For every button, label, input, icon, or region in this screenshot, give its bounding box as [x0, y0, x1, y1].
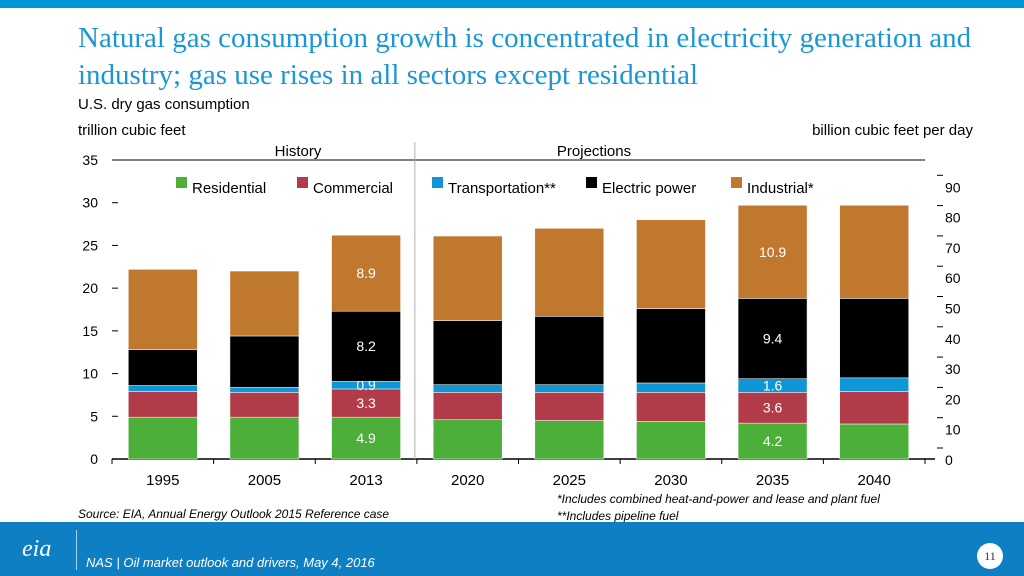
- data-label: 4.2: [763, 433, 783, 449]
- y-tick-label: 30: [82, 195, 98, 211]
- top-accent-bar: [0, 0, 1024, 8]
- footnote-transportation: **Includes pipeline fuel: [557, 509, 679, 523]
- y-tick-label: 10: [82, 366, 98, 382]
- right-tick-label: 60: [945, 270, 961, 286]
- bar-segment: [737, 298, 808, 379]
- right-tick-label: 20: [945, 391, 961, 407]
- legend-swatch: [432, 177, 443, 188]
- bar-segment: [534, 420, 605, 460]
- bar-segment: [839, 423, 909, 460]
- bar-segment: [534, 384, 605, 393]
- bar-segment: [737, 392, 808, 424]
- history-label: History: [275, 143, 322, 160]
- bar-segment: [128, 349, 198, 386]
- data-label: 4.9: [356, 430, 376, 446]
- data-label: 8.9: [356, 265, 376, 281]
- footer-bar: [0, 522, 1024, 576]
- bar-segment: [432, 419, 503, 460]
- bar-segment: [737, 205, 808, 299]
- right-axis-label: billion cubic feet per day: [812, 122, 973, 139]
- bar-segment: [636, 421, 706, 460]
- presentation-info: NAS | Oil market outlook and drivers, Ma…: [86, 555, 375, 570]
- right-tick-label: 90: [945, 179, 961, 195]
- footer-divider: [76, 530, 77, 570]
- x-tick-label: 2005: [248, 472, 281, 489]
- right-tick-label: 40: [945, 331, 961, 347]
- y-tick-label: 0: [90, 451, 98, 467]
- y-tick-label: 25: [82, 237, 98, 253]
- bar-segment: [839, 391, 909, 425]
- bar-segment: [839, 377, 909, 392]
- bar-segment: [636, 308, 706, 384]
- legend-swatch: [731, 177, 742, 188]
- bar-segment: [432, 235, 503, 321]
- legend-swatch: [297, 177, 308, 188]
- y-tick-label: 20: [82, 280, 98, 296]
- data-label: 9.4: [763, 331, 783, 347]
- x-tick-label: 2030: [654, 472, 687, 489]
- y-tick-label: 15: [82, 323, 98, 339]
- eia-logo: eia: [22, 536, 52, 562]
- legend-label: Industrial*: [747, 180, 814, 197]
- bar-segment: [432, 320, 503, 385]
- bar-segment: [331, 310, 401, 382]
- bar-segment: [229, 270, 300, 337]
- projections-label: Projections: [557, 143, 631, 160]
- bar-segment: [128, 269, 198, 350]
- y-tick-label: 35: [82, 152, 98, 168]
- x-tick-label: 2025: [553, 472, 586, 489]
- right-tick-label: 10: [945, 422, 961, 438]
- bar-segment: [331, 388, 401, 418]
- data-label: 1.6: [763, 378, 783, 394]
- data-label: 3.6: [763, 400, 783, 416]
- bar-segment: [331, 234, 401, 312]
- bar-segment: [534, 392, 605, 421]
- right-tick-label: 0: [945, 452, 953, 468]
- bar-segment: [839, 298, 909, 379]
- data-label: 3.3: [356, 395, 376, 411]
- bar-segment: [229, 416, 300, 460]
- page-number: 11: [977, 543, 1003, 569]
- x-tick-label: 1995: [146, 472, 179, 489]
- x-tick-label: 2035: [756, 472, 789, 489]
- bar-segment: [636, 382, 706, 393]
- left-axis-label: trillion cubic feet: [78, 122, 186, 139]
- legend-swatch: [586, 177, 597, 188]
- legend-label: Transportation**: [448, 180, 556, 197]
- bar-segment: [229, 386, 300, 393]
- bar-segment: [128, 385, 198, 392]
- data-label: 10.9: [759, 244, 786, 260]
- y-tick-label: 5: [90, 408, 98, 424]
- legend-label: Residential: [192, 180, 266, 197]
- bar-segment: [432, 392, 503, 420]
- right-tick-label: 30: [945, 361, 961, 377]
- right-tick-label: 80: [945, 210, 961, 226]
- bar-segment: [331, 416, 401, 460]
- chart-subtitle: U.S. dry gas consumption: [78, 96, 250, 113]
- legend-label: Electric power: [602, 180, 696, 197]
- legend-label: Commercial: [313, 180, 393, 197]
- bar-segment: [229, 335, 300, 388]
- footnote-industrial: *Includes combined heat-and-power and le…: [557, 492, 880, 506]
- x-tick-label: 2020: [451, 472, 484, 489]
- bar-segment: [229, 392, 300, 418]
- x-tick-label: 2040: [858, 472, 891, 489]
- bar-segment: [128, 391, 198, 418]
- bar-segment: [534, 316, 605, 385]
- bar-segment: [432, 384, 503, 393]
- legend-swatch: [176, 177, 187, 188]
- bar-segment: [534, 228, 605, 317]
- bar-segment: [636, 392, 706, 422]
- right-tick-label: 50: [945, 301, 961, 317]
- source-note: Source: EIA, Annual Energy Outlook 2015 …: [78, 507, 390, 521]
- bar-segment: [839, 205, 909, 299]
- x-tick-label: 2013: [349, 472, 382, 489]
- bar-segment: [737, 422, 808, 460]
- bar-segment: [128, 416, 198, 460]
- data-label: 8.2: [356, 338, 376, 354]
- bar-segment: [636, 219, 706, 309]
- slide-title: Natural gas consumption growth is concen…: [78, 22, 972, 91]
- right-tick-label: 70: [945, 240, 961, 256]
